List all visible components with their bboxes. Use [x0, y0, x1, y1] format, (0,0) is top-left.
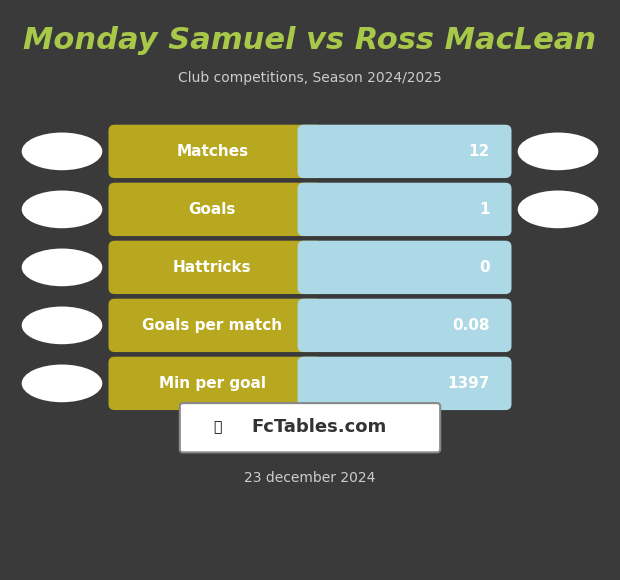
FancyBboxPatch shape	[108, 299, 322, 352]
Text: FcTables.com: FcTables.com	[252, 418, 387, 437]
Text: Matches: Matches	[176, 144, 249, 159]
FancyBboxPatch shape	[298, 357, 511, 410]
Text: Monday Samuel vs Ross MacLean: Monday Samuel vs Ross MacLean	[24, 26, 596, 55]
FancyBboxPatch shape	[108, 125, 322, 178]
Ellipse shape	[22, 365, 102, 403]
Text: Club competitions, Season 2024/2025: Club competitions, Season 2024/2025	[178, 71, 442, 85]
Text: Hattricks: Hattricks	[173, 260, 252, 275]
FancyBboxPatch shape	[298, 241, 511, 294]
Text: Goals: Goals	[188, 202, 236, 217]
Ellipse shape	[22, 132, 102, 171]
Ellipse shape	[22, 190, 102, 228]
Ellipse shape	[22, 248, 102, 287]
Text: 0: 0	[479, 260, 490, 275]
Text: 0.08: 0.08	[453, 318, 490, 333]
Text: Goals per match: Goals per match	[142, 318, 283, 333]
FancyBboxPatch shape	[108, 357, 322, 410]
Text: 23 december 2024: 23 december 2024	[244, 472, 376, 485]
FancyBboxPatch shape	[298, 125, 511, 178]
FancyBboxPatch shape	[108, 183, 322, 236]
Ellipse shape	[22, 307, 102, 345]
Text: Min per goal: Min per goal	[159, 376, 266, 391]
Text: 12: 12	[469, 144, 490, 159]
FancyBboxPatch shape	[298, 299, 511, 352]
FancyBboxPatch shape	[108, 241, 322, 294]
FancyBboxPatch shape	[180, 403, 440, 452]
Text: 1397: 1397	[448, 376, 490, 391]
Ellipse shape	[518, 190, 598, 228]
Text: 1: 1	[479, 202, 490, 217]
Text: 📊: 📊	[213, 420, 221, 434]
Ellipse shape	[518, 132, 598, 171]
FancyBboxPatch shape	[298, 183, 511, 236]
